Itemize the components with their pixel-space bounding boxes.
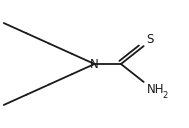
Text: 2: 2 <box>163 91 168 100</box>
Text: NH: NH <box>146 83 164 96</box>
Text: N: N <box>90 57 98 71</box>
Text: S: S <box>146 33 154 46</box>
